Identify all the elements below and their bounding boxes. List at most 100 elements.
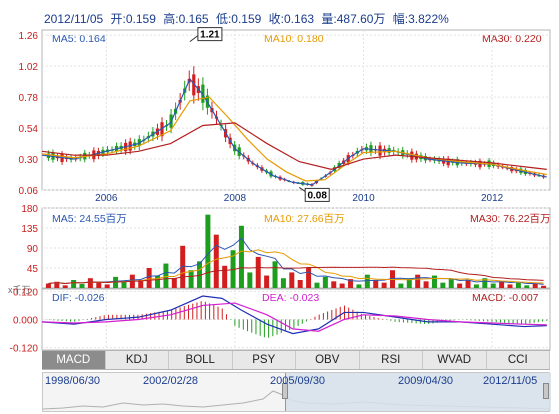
x-tick-label: 2012 (481, 193, 504, 204)
volume-bar (364, 274, 370, 288)
volume-bar (222, 265, 228, 288)
volume-bar (155, 275, 161, 288)
price-ma30-line (41, 122, 547, 170)
volume-bar (146, 268, 152, 288)
x-tick-label: 2010 (352, 193, 375, 204)
tab-macd[interactable]: MACD (42, 351, 106, 369)
navigator-date-2: 2002/02/28 (143, 375, 199, 387)
volume-bar (314, 282, 320, 288)
x-tick-label: 2006 (95, 193, 118, 204)
volume-bar (79, 284, 85, 288)
volume-bar (138, 280, 144, 288)
volume-tick-label: 135 (21, 224, 38, 235)
volume-ma10-label: MA10: 27.66百万 (264, 213, 345, 225)
volume-bar (280, 278, 286, 288)
volume-bar (171, 278, 177, 288)
volume-bar (499, 281, 505, 288)
price-tick-label: 0.78 (19, 93, 39, 104)
volume-bar (482, 278, 488, 288)
volume-bar (339, 283, 345, 288)
volume-bar (473, 284, 479, 288)
volume-tick-label: 90 (27, 244, 39, 255)
quote-header: 2012/11/05 开:0.159 高:0.165 低:0.159 收:0.1… (44, 10, 453, 26)
candle-body (192, 74, 196, 96)
quote-volume: 量:487.60万 (321, 12, 386, 26)
navigator-left-handle[interactable] (282, 383, 288, 399)
quote-close: 收:0.163 (268, 12, 315, 26)
quote-change: 幅:3.822% (392, 12, 449, 26)
trough-callout-label: 0.08 (307, 190, 327, 201)
volume-ma30-label: MA30: 76.22百万 (470, 213, 551, 225)
tab-kdj[interactable]: KDJ (106, 351, 169, 369)
trough-callout-box (304, 187, 330, 202)
navigator-right-handle[interactable] (543, 383, 549, 399)
peak-callout-line (189, 35, 199, 43)
volume-bar (322, 276, 328, 288)
tab-boll[interactable]: BOLL (169, 351, 233, 369)
range-navigator[interactable]: 1998/06/30 2002/02/28 2005/09/30 2009/04… (42, 372, 551, 412)
volume-bar (331, 281, 337, 288)
peak-callout-box (197, 27, 223, 42)
quote-low: 低:0.159 (215, 12, 262, 26)
volume-bar (264, 275, 270, 288)
quote-open: 开:0.159 (110, 12, 156, 26)
volume-bar (213, 234, 219, 288)
volume-bar (121, 281, 127, 288)
navigator-date-5: 2012/11/05 (483, 375, 538, 387)
volume-bar (272, 261, 278, 288)
volume-bar (423, 281, 429, 288)
volume-bar (71, 280, 77, 288)
tab-psy[interactable]: PSY (233, 351, 296, 369)
volume-bar (373, 280, 379, 288)
navigator-date-1: 1998/06/30 (45, 375, 101, 387)
volume-bar (113, 276, 119, 288)
volume-bar (289, 272, 295, 288)
volume-bar (398, 283, 404, 288)
tab-cci[interactable]: CCI (487, 351, 550, 369)
volume-bar (381, 282, 387, 288)
volume-bar (163, 263, 169, 288)
price-ma10-line (41, 96, 547, 182)
navigator-selection[interactable] (285, 373, 551, 411)
price-tick-label: 1.26 (19, 31, 39, 42)
volume-tick-label: 45 (27, 264, 39, 275)
volume-bar (188, 270, 194, 288)
volume-bar (515, 282, 521, 288)
volume-bar (532, 283, 538, 288)
price-ma10-label: MA10: 0.180 (264, 33, 324, 45)
volume-bar (306, 268, 312, 288)
price-tick-label: 0.54 (19, 124, 39, 135)
volume-ma30-line (48, 266, 544, 285)
price-tick-label: 0.30 (19, 155, 39, 166)
volume-ma5-label: MA5: 24.55百万 (52, 213, 127, 225)
volume-ma10-line (48, 249, 544, 285)
volume-tick-label: 180 (21, 204, 38, 215)
volume-bar (356, 284, 362, 288)
volume-bar (96, 282, 102, 288)
volume-bar (180, 245, 186, 288)
volume-bar (490, 283, 496, 288)
volume-bar (247, 272, 253, 288)
panel-frame-0 (41, 29, 551, 191)
macd-dif-label: DIF: -0.026 (52, 292, 105, 304)
tab-wvad[interactable]: WVAD (423, 351, 487, 369)
x-tick-label: 2008 (224, 193, 247, 204)
peak-callout-label: 1.21 (200, 30, 220, 41)
price-ma5-line (41, 77, 547, 186)
volume-ma5-line (48, 237, 544, 285)
volume-bar (507, 284, 513, 288)
volume-bar (87, 278, 93, 288)
macd-dea-label: DEA: -0.023 (262, 292, 320, 304)
navigator-date-3: 2005/09/30 (270, 375, 326, 387)
tab-obv[interactable]: OBV (296, 351, 360, 369)
price-tick-label: 0.06 (19, 186, 39, 197)
volume-bar (62, 285, 68, 288)
volume-bar (406, 278, 412, 288)
volume-bar (524, 285, 530, 288)
volume-bar (238, 225, 244, 288)
navigator-date-4: 2009/04/30 (398, 375, 454, 387)
trough-callout-line (298, 187, 306, 192)
volume-bar (205, 214, 211, 288)
tab-rsi[interactable]: RSI (360, 351, 423, 369)
